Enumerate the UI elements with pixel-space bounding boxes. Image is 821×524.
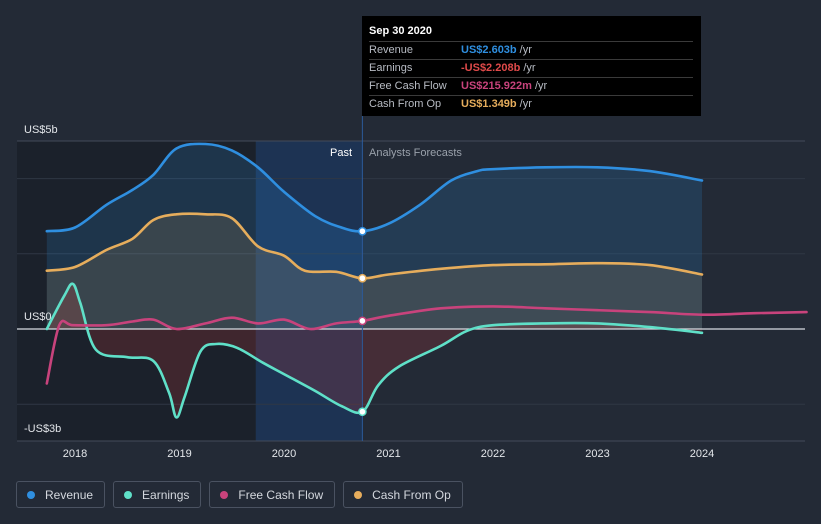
- x-tick-label: 2020: [271, 448, 297, 460]
- forecast-label: Analysts Forecasts: [369, 147, 462, 159]
- area-revenue: [46, 143, 703, 329]
- past-label: Past: [330, 147, 353, 159]
- marker-revenue: [358, 226, 367, 236]
- legend-label: Revenue: [45, 487, 94, 502]
- tooltip-row-unit: /yr: [534, 80, 548, 92]
- series-line-free-cash-flow: [45, 305, 808, 385]
- tooltip-row: Cash From Op US$1.349b/yr: [369, 96, 693, 113]
- legend-item-earnings[interactable]: Earnings: [113, 481, 202, 508]
- tooltip-row-label: Free Cash Flow: [369, 80, 447, 92]
- marker-free-cash-flow: [358, 316, 367, 326]
- y-label-zero: US$0: [24, 311, 52, 323]
- tooltip-row-value: US$1.349b: [461, 98, 517, 110]
- x-tick-label: 2019: [167, 448, 192, 460]
- past-region-highlight: [255, 141, 363, 441]
- tooltip-row-label: Cash From Op: [369, 98, 442, 110]
- legend-label: Free Cash Flow: [238, 487, 324, 502]
- x-tick-label: 2024: [689, 448, 715, 460]
- tooltip-row-unit: /yr: [519, 44, 532, 56]
- area-cash-from-op: [46, 213, 703, 329]
- series-line-revenue: [45, 142, 704, 233]
- series-line-earnings: [45, 282, 704, 419]
- legend-item-free-cash-flow[interactable]: Free Cash Flow: [209, 481, 336, 508]
- legend-label: Earnings: [142, 487, 190, 502]
- marker-cash-from-op: [358, 273, 367, 283]
- legend-dot-icon: [27, 490, 35, 499]
- tooltip-row-unit: /yr: [523, 62, 536, 74]
- y-label-top: US$5b: [24, 124, 58, 136]
- x-tick-label: 2018: [62, 448, 88, 460]
- legend-label: Cash From Op: [372, 487, 451, 502]
- area-earnings: [46, 283, 703, 418]
- tooltip: Sep 30 2020 Revenue US$2.603b/yr Earnings -…: [362, 16, 701, 116]
- tooltip-row-value: US$215.922m: [461, 80, 532, 92]
- tooltip-row-value: US$2.603b: [461, 44, 517, 56]
- x-tick-label: 2021: [376, 448, 401, 460]
- tooltip-date: Sep 30 2020: [369, 24, 693, 42]
- legend-item-revenue[interactable]: Revenue: [16, 481, 106, 508]
- x-tick-label: 2022: [480, 448, 506, 460]
- legend-dot-icon: [124, 490, 133, 499]
- tooltip-row-label: Revenue: [369, 44, 414, 56]
- tooltip-row: Revenue US$2.603b/yr: [369, 42, 693, 60]
- series-line-cash-from-op: [45, 212, 704, 280]
- tooltip-row-unit: /yr: [519, 98, 532, 110]
- x-tick-label: 2023: [585, 448, 610, 460]
- y-label-bottom: -US$3b: [24, 423, 62, 435]
- tooltip-row: Free Cash Flow US$215.922m/yr: [369, 78, 693, 96]
- legend-dot-icon: [354, 490, 363, 499]
- legend-dot-icon: [220, 490, 229, 499]
- past-region-dark: [17, 141, 256, 441]
- tooltip-row: Earnings -US$2.208b/yr: [369, 60, 693, 78]
- marker-earnings: [358, 407, 367, 417]
- legend-item-cash-from-op[interactable]: Cash From Op: [343, 481, 463, 508]
- legend: Revenue Earnings Free Cash Flow Cash From O…: [16, 481, 463, 508]
- tooltip-row-value: -US$2.208b: [461, 62, 521, 74]
- tooltip-row-label: Earnings: [369, 62, 413, 74]
